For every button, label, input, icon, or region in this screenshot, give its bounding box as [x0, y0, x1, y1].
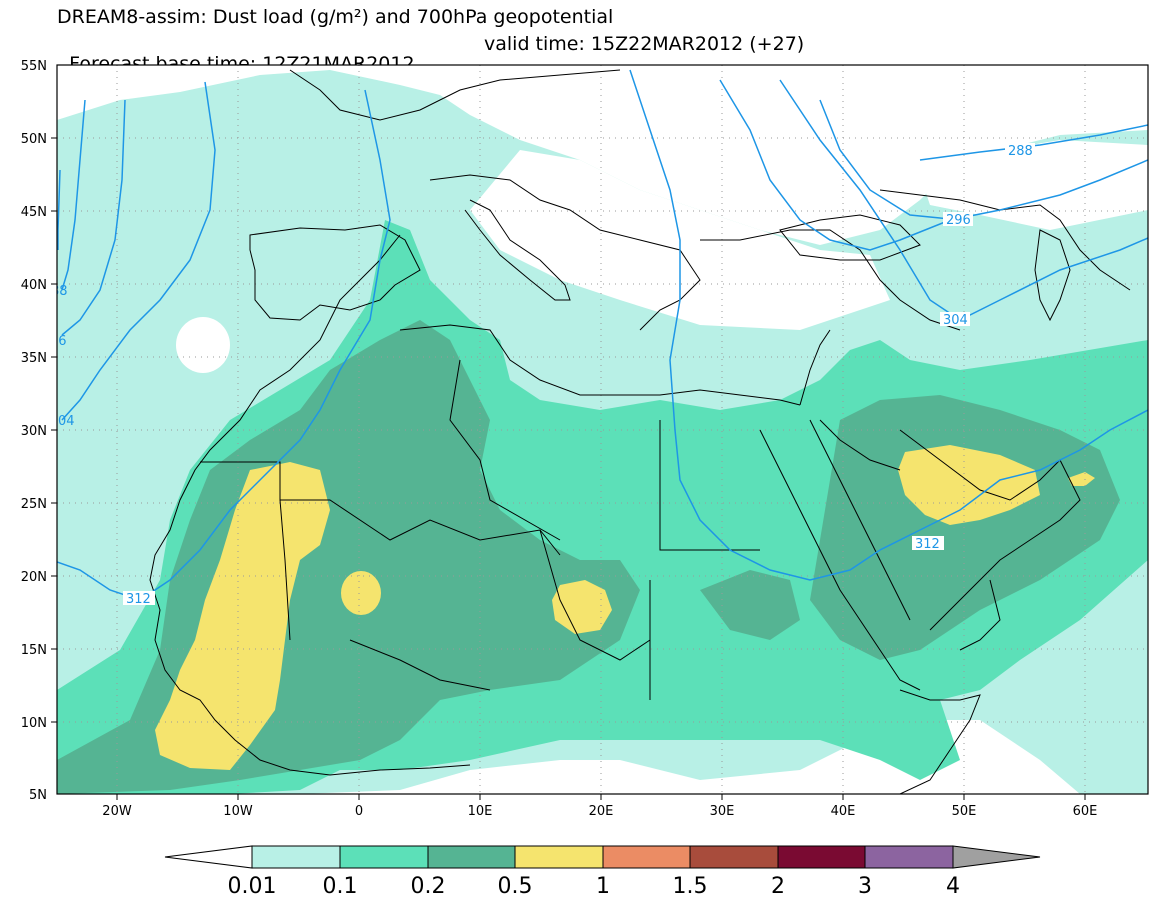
colorbar-label: 0.1	[323, 874, 358, 899]
colorbar: 0.01 0.1 0.2 0.5 1 1.5 2 3 4	[164, 845, 1041, 899]
contour-label-312-east: 312	[915, 537, 940, 552]
lon-label: 60E	[1073, 804, 1098, 819]
geopotential-contours	[57, 69, 1148, 601]
colorbar-swatch	[864, 845, 954, 869]
coastlines	[149, 69, 1131, 794]
colorbar-swatch	[427, 845, 516, 869]
contour-labels: 288 296 304 312 312 88 96 04	[50, 143, 1035, 607]
dust-band-05	[155, 462, 330, 770]
colorbar-swatch	[339, 845, 429, 869]
lat-label: 30N	[21, 424, 47, 439]
map-area: 288 296 304 312 312 88 96 04	[50, 65, 1148, 794]
colorbar-over-arrow	[952, 845, 1041, 869]
colorbar-label: 1.5	[673, 874, 708, 899]
lat-label: 25N	[21, 497, 47, 512]
colorbar-swatch	[777, 845, 866, 869]
colorbar-label: 1	[596, 874, 610, 899]
contour-label-288: 288	[1008, 144, 1033, 159]
lon-label: 20W	[102, 804, 132, 819]
colorbar-label: 0.5	[498, 874, 533, 899]
lon-label: 0	[355, 804, 363, 819]
lon-label: 30E	[710, 804, 735, 819]
colorbar-swatch	[514, 845, 604, 869]
lat-label: 50N	[21, 132, 47, 147]
lon-label: 20E	[589, 804, 614, 819]
lat-ticks	[51, 137, 1086, 800]
lat-label: 40N	[21, 278, 47, 293]
colorbar-swatch	[251, 845, 341, 869]
longitude-axis: 20W 10W 0 10E 20E 30E 40E 50E 60E	[102, 804, 1097, 819]
lat-label: 15N	[21, 643, 47, 658]
contour-label-96: 96	[50, 334, 67, 349]
colorbar-label: 0.01	[228, 874, 277, 899]
lon-label: 40E	[831, 804, 856, 819]
contour-label-312-west: 312	[126, 592, 151, 607]
colorbar-label: 0.2	[411, 874, 446, 899]
lon-label: 10E	[468, 804, 493, 819]
lon-label: 10W	[223, 804, 253, 819]
lon-label: 50E	[952, 804, 977, 819]
contour-label-304: 304	[943, 313, 968, 328]
lat-label: 55N	[21, 59, 47, 74]
lat-label: 10N	[21, 716, 47, 731]
lat-label: 20N	[21, 570, 47, 585]
colorbar-label: 3	[858, 874, 872, 899]
contour-label-88: 88	[51, 284, 68, 299]
valid-time: valid time: 15Z22MAR2012 (+27)	[484, 33, 805, 55]
dust-patch	[341, 571, 381, 615]
colorbar-swatch	[689, 845, 779, 869]
contour-label-296: 296	[946, 213, 971, 228]
colorbar-label: 2	[771, 874, 785, 899]
lat-label: 45N	[21, 205, 47, 220]
contour-label-04: 04	[58, 414, 75, 429]
chart-title: DREAM8-assim: Dust load (g/m²) and 700hP…	[57, 6, 614, 28]
colorbar-swatch	[602, 845, 691, 869]
colorbar-label: 4	[946, 874, 960, 899]
lat-label: 35N	[21, 351, 47, 366]
lat-label: 5N	[29, 788, 47, 803]
latitude-axis: 55N 50N 45N 40N 35N 30N 25N 20N 15N 10N …	[21, 59, 47, 803]
colorbar-under-arrow	[164, 845, 253, 869]
